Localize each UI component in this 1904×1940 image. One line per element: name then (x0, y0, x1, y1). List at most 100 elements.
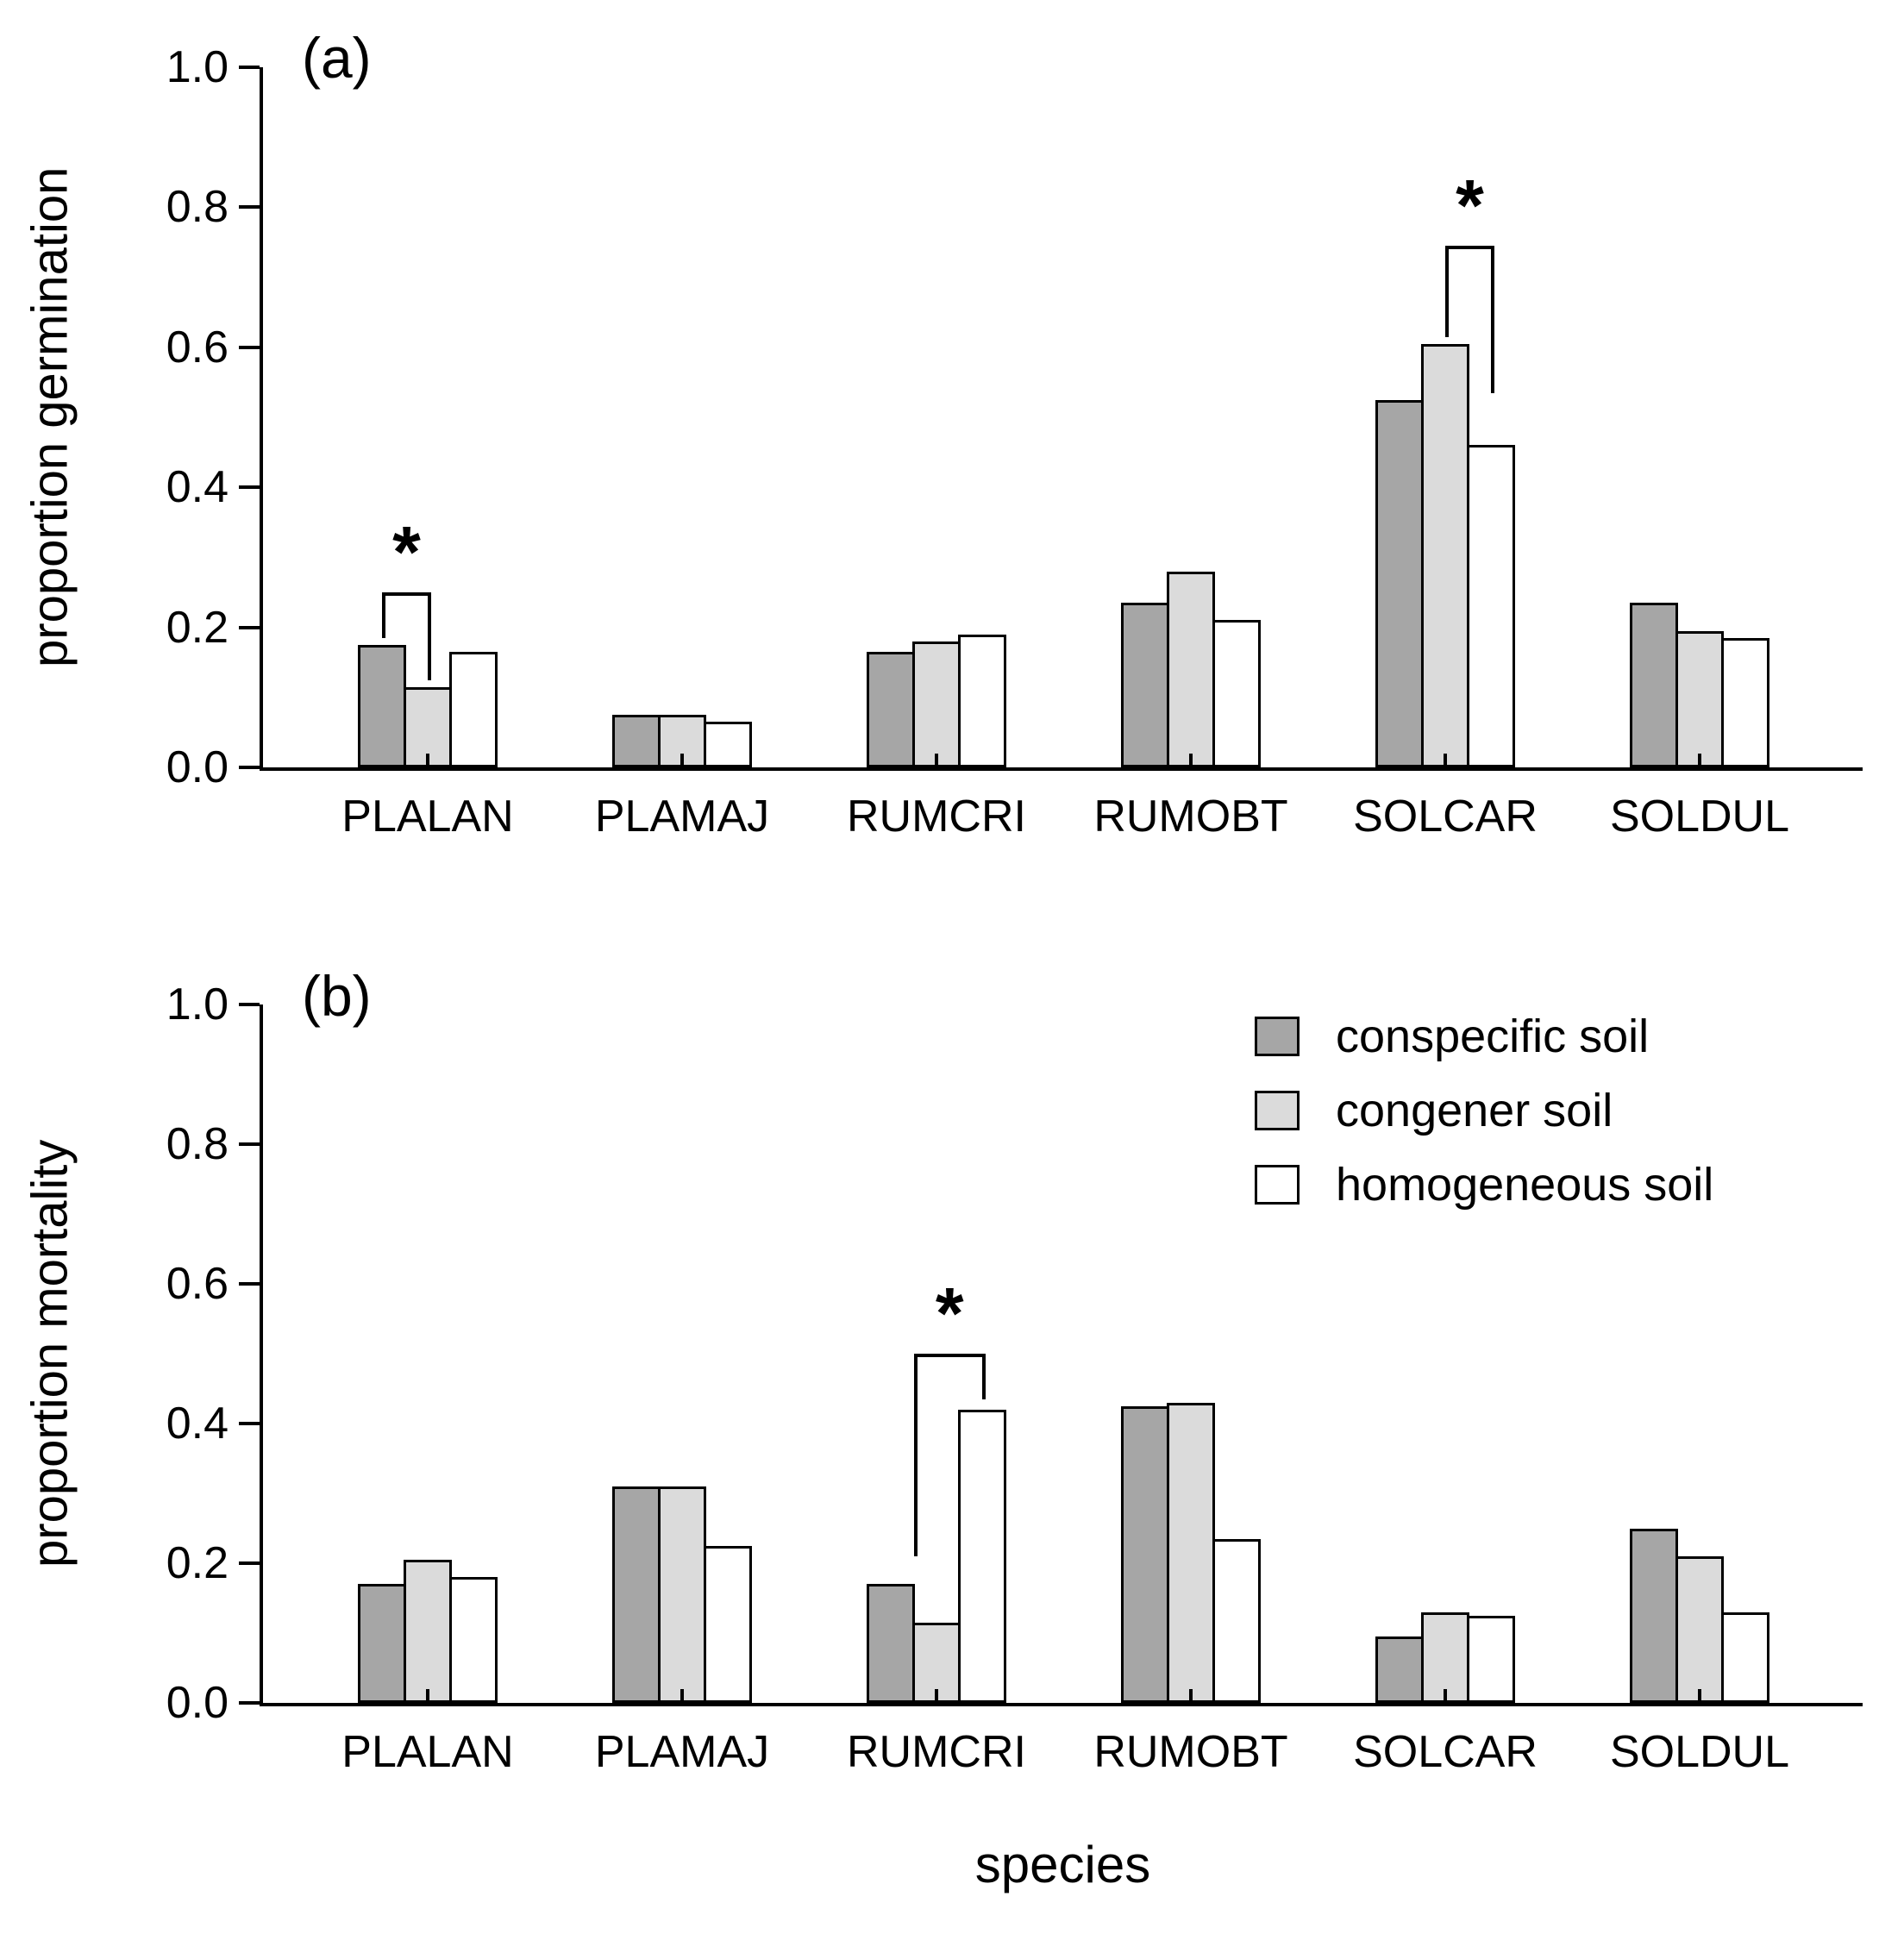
bar-plalan-conspecific (358, 644, 406, 767)
y-tick-label: 1.0 (166, 42, 229, 92)
y-tick (239, 345, 260, 349)
y-tick (239, 205, 260, 210)
x-tick-label-plalan: PLALAN (341, 1727, 514, 1777)
bar-solcar-congener (1421, 1611, 1469, 1703)
x-tick (935, 754, 938, 767)
sig-bracket-bar (1445, 246, 1494, 250)
y-tick (239, 625, 260, 629)
significance-star: * (1456, 165, 1484, 247)
y-tick-label: 0.0 (166, 742, 229, 792)
y-tick (239, 485, 260, 490)
significance-star: * (935, 1273, 964, 1354)
bar-solcar-homogeneous (1467, 1615, 1515, 1703)
y-tick-label: 0.8 (166, 182, 229, 233)
x-axis (260, 767, 1863, 771)
x-tick-label-rumobt: RUMOBT (1093, 1727, 1288, 1777)
sig-bracket-leg (1445, 246, 1449, 337)
x-tick-label-plamaj: PLAMAJ (594, 1727, 770, 1777)
x-tick-label-plamaj: PLAMAJ (594, 792, 770, 842)
bar-soldul-homogeneous (1721, 1611, 1769, 1703)
legend-item-conspecific: conspecific soil (1255, 1011, 1713, 1062)
x-tick (426, 754, 429, 767)
x-tick (680, 754, 684, 767)
legend-swatch-conspecific-icon (1255, 1017, 1300, 1056)
x-tick-label-rumcri: RUMCRI (847, 792, 1026, 842)
bar-plamaj-homogeneous (704, 1545, 752, 1703)
bar-plalan-homogeneous (449, 1577, 498, 1703)
panel-a-plot: 0.0 0.2 0.4 0.6 0.8 1.0 PLALAN PLAMAJ RUMCRI RUMO… (166, 42, 1863, 842)
x-tick-label-soldul: SOLDUL (1609, 1727, 1790, 1777)
bar-soldul-homogeneous (1721, 637, 1769, 767)
y-tick-label: 1.0 (166, 979, 229, 1029)
panel-b-letter: (b) (302, 964, 372, 1028)
legend-label-congener: congener soil (1336, 1085, 1613, 1136)
y-tick (239, 1701, 260, 1705)
legend-swatch-congener-icon (1255, 1091, 1300, 1130)
bar-rumcri-congener (912, 641, 961, 767)
x-tick-label-rumcri: RUMCRI (847, 1727, 1026, 1777)
y-tick (239, 1003, 260, 1006)
sig-bracket-leg (913, 1354, 918, 1556)
x-tick (1189, 754, 1193, 767)
sig-bracket-leg (428, 592, 431, 680)
y-tick (239, 66, 260, 69)
y-axis-title-b: proportion mortality (22, 1139, 78, 1568)
x-tick-label-plalan: PLALAN (341, 792, 514, 842)
bar-rumobt-homogeneous (1212, 620, 1261, 767)
bar-rumcri-conspecific (867, 1584, 915, 1703)
bar-soldul-congener (1675, 1555, 1724, 1703)
bar-solcar-congener (1421, 343, 1469, 767)
sig-bracket-bar (382, 592, 431, 596)
legend-swatch-homogeneous-icon (1255, 1165, 1300, 1205)
legend-item-congener: congener soil (1255, 1085, 1713, 1136)
y-tick-label: 0.4 (166, 1399, 229, 1449)
legend-item-homogeneous: homogeneous soil (1255, 1159, 1713, 1211)
bar-plamaj-homogeneous (704, 722, 752, 767)
y-tick-label: 0.2 (166, 602, 229, 653)
bar-rumcri-homogeneous (958, 634, 1006, 767)
bar-soldul-conspecific (1630, 603, 1678, 767)
bar-rumobt-conspecific (1121, 1405, 1169, 1703)
y-tick-label: 0.2 (166, 1538, 229, 1588)
bar-solcar-conspecific (1375, 399, 1424, 767)
y-tick (239, 1422, 260, 1425)
y-tick (239, 1142, 260, 1146)
x-tick (426, 1689, 429, 1703)
x-tick-label-solcar: SOLCAR (1353, 792, 1538, 842)
bar-rumobt-congener (1167, 571, 1215, 767)
y-tick-label: 0.8 (166, 1119, 229, 1169)
y-tick-label: 0.6 (166, 322, 229, 372)
bar-rumobt-conspecific (1121, 603, 1169, 767)
bar-soldul-congener (1675, 630, 1724, 767)
panel-a-letter: (a) (302, 26, 372, 90)
x-axis (260, 1703, 1863, 1706)
y-tick-label: 0.0 (166, 1678, 229, 1728)
bar-rumobt-homogeneous (1212, 1538, 1261, 1703)
bar-rumobt-congener (1167, 1402, 1215, 1703)
x-tick (680, 1689, 684, 1703)
x-tick-label-rumobt: RUMOBT (1093, 792, 1288, 842)
legend: conspecific soil congener soil homogeneo… (1255, 1011, 1713, 1233)
x-axis-title: species (974, 1836, 1151, 1893)
sig-bracket-leg (382, 592, 385, 638)
panel-b-plot: 0.0 0.2 0.4 0.6 0.8 1.0 PLALAN PLAMAJ RUMCRI RUMO… (166, 979, 1863, 1777)
bar-rumcri-homogeneous (958, 1409, 1006, 1703)
bar-soldul-conspecific (1630, 1528, 1678, 1703)
sig-bracket-leg (982, 1354, 986, 1399)
bar-plalan-congener (404, 686, 452, 767)
bar-plalan-conspecific (358, 1584, 406, 1703)
x-tick (1444, 754, 1447, 767)
y-tick (239, 766, 260, 769)
y-axis (260, 1004, 263, 1706)
sig-bracket-leg (1491, 246, 1494, 393)
bar-plamaj-conspecific (612, 1486, 661, 1703)
x-tick (1189, 1689, 1193, 1703)
bar-rumcri-conspecific (867, 652, 915, 767)
y-tick-label: 0.6 (166, 1259, 229, 1309)
y-axis (260, 67, 263, 771)
x-tick-label-soldul: SOLDUL (1609, 792, 1790, 842)
bar-plamaj-congener (658, 1486, 706, 1703)
y-tick-label: 0.4 (166, 462, 229, 513)
legend-label-conspecific: conspecific soil (1336, 1011, 1650, 1062)
sig-bracket-bar (913, 1354, 986, 1357)
